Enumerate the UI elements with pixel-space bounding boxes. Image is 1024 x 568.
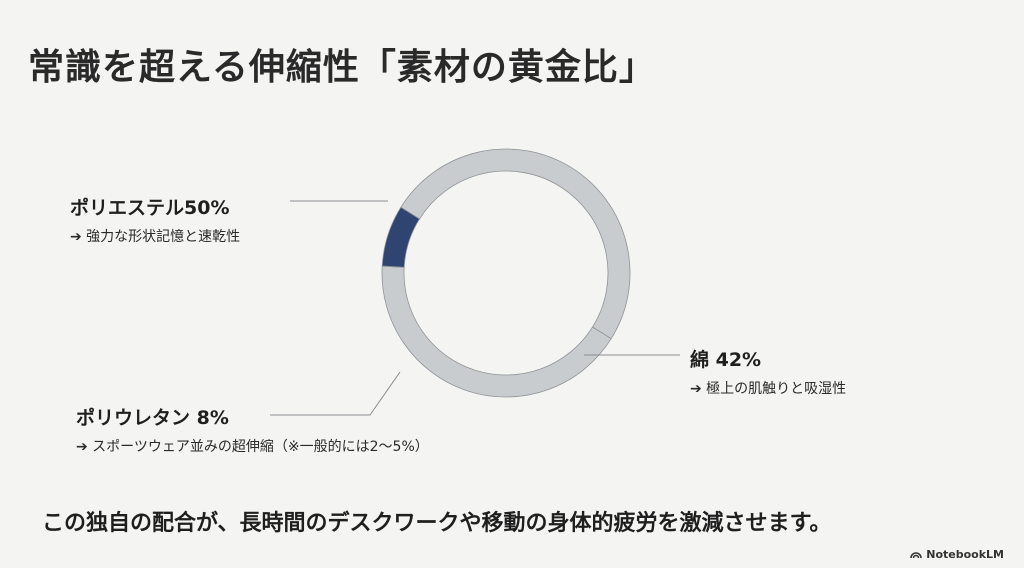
label-cotton: 綿 42% ➔ 極上の肌触りと吸湿性: [690, 345, 846, 398]
leader-polyurethane: [270, 371, 401, 416]
brand-name: NotebookLM: [926, 548, 1004, 561]
brand-badge: NotebookLM: [910, 548, 1004, 561]
footer-text: この独自の配合が、長時間のデスクワークや移動の身体的疲労を激減させます。: [42, 511, 832, 536]
label-polyester: ポリエステル50% ➔ 強力な形状記憶と速乾性: [70, 193, 240, 246]
label-polyurethane: ポリウレタン 8% ➔ スポーツウェア並みの超伸縮（※一般的には2～5%）: [76, 403, 429, 456]
slice-polyester: [400, 148, 631, 340]
slice-note-polyester: ➔ 強力な形状記憶と速乾性: [70, 229, 241, 245]
slice-label-cotton: 綿 42%: [690, 349, 762, 371]
slice-cotton: [381, 265, 612, 398]
slice-note-cotton: ➔ 極上の肌触りと吸湿性: [690, 381, 847, 397]
slice-note-polyurethane: ➔ スポーツウェア並みの超伸縮（※一般的には2～5%）: [76, 439, 429, 455]
notebooklm-logo-icon: [910, 552, 923, 559]
slice-label-polyurethane: ポリウレタン 8%: [76, 407, 229, 429]
slice-label-polyester: ポリエステル50%: [70, 197, 230, 219]
slice-polyurethane: [381, 206, 421, 268]
page-title: 常識を超える伸縮性「素材の黄金比」: [28, 47, 656, 88]
